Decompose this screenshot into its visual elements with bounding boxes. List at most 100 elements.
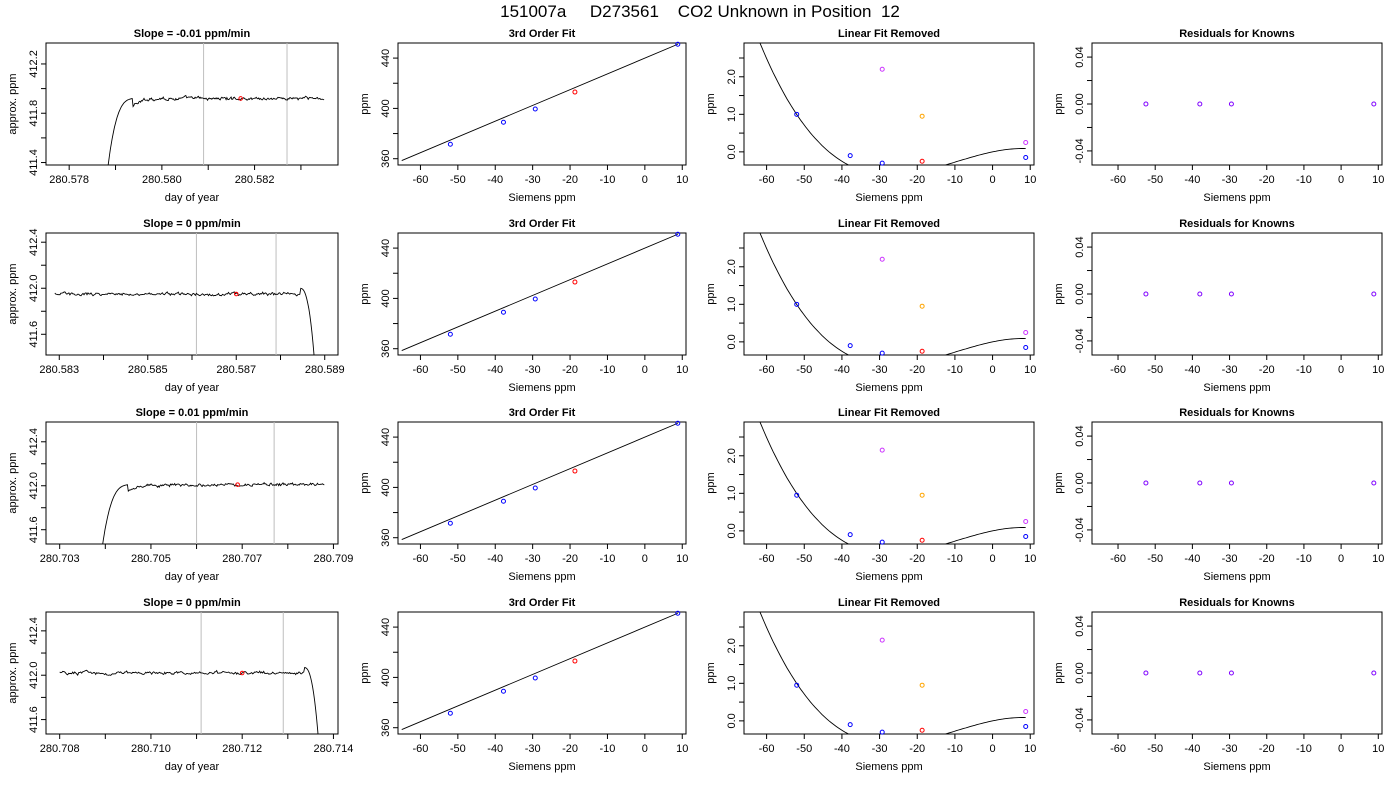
x-axis-label: Siemens ppm — [1203, 382, 1270, 394]
y-tick-label: 400 — [380, 99, 392, 117]
x-tick-label: -40 — [487, 743, 503, 755]
y-tick-label: 0.00 — [1074, 283, 1086, 304]
y-axis-label: ppm — [359, 93, 371, 114]
x-axis-label: Siemens ppm — [855, 382, 922, 394]
data-point — [1143, 291, 1149, 297]
plot-frame — [743, 611, 1035, 735]
plot-frame — [743, 232, 1035, 356]
x-tick-label: -10 — [1296, 553, 1312, 565]
x-tick-label: -50 — [796, 743, 812, 755]
y-axis-label: ppm — [359, 283, 371, 304]
panel-title: 3rd Order Fit — [509, 28, 576, 40]
x-tick-label: -20 — [909, 553, 925, 565]
x-tick-label: -10 — [1296, 174, 1312, 186]
x-tick-label: -10 — [947, 743, 963, 755]
data-point — [1228, 480, 1234, 486]
data-point — [675, 231, 681, 237]
data-point — [1371, 670, 1377, 676]
plot-frame — [397, 421, 687, 545]
ppm-trace-line — [54, 287, 315, 355]
y-tick-label: 412.0 — [28, 274, 40, 302]
x-tick-label: 10 — [1024, 743, 1036, 755]
y-tick-label: 412.4 — [28, 228, 40, 256]
x-tick-label: -30 — [525, 364, 541, 376]
y-tick-label: 412.2 — [28, 50, 40, 78]
plot-area — [59, 612, 319, 734]
x-tick-label: -10 — [600, 364, 616, 376]
data-point — [847, 532, 853, 538]
x-tick-label: 280.714 — [314, 743, 354, 755]
data-point — [919, 158, 925, 164]
y-tick-label: -0.04 — [1074, 517, 1086, 542]
data-point — [1023, 344, 1029, 350]
y-tick-label: 0.04 — [1074, 236, 1086, 257]
x-tick-label: -20 — [1259, 553, 1275, 565]
fit-line — [401, 43, 678, 162]
x-axis-label: Siemens ppm — [1203, 571, 1270, 583]
data-point — [879, 729, 885, 735]
y-tick-label: 2.0 — [726, 259, 738, 274]
x-tick-label: -10 — [600, 174, 616, 186]
data-point — [847, 153, 853, 159]
fit-line — [401, 612, 678, 731]
y-axis-label: approx. ppm — [7, 642, 19, 703]
data-point — [1228, 101, 1234, 107]
y-tick-label: 0.0 — [726, 144, 738, 159]
x-tick-label: -30 — [525, 743, 541, 755]
x-tick-label: 280.589 — [305, 364, 345, 376]
x-tick-label: 10 — [676, 364, 688, 376]
y-tick-label: 0.0 — [726, 334, 738, 349]
y-tick-label: 0.0 — [726, 523, 738, 538]
x-tick-label: -40 — [834, 174, 850, 186]
plot-frame — [1091, 611, 1383, 735]
data-point — [919, 727, 925, 733]
data-point — [532, 296, 538, 302]
panel-title: Linear Fit Removed — [838, 597, 940, 609]
plot-frame — [45, 421, 339, 545]
y-tick-label: 0.04 — [1074, 425, 1086, 446]
x-tick-label: -30 — [1222, 553, 1238, 565]
data-point — [1197, 101, 1203, 107]
data-point — [919, 537, 925, 543]
x-tick-label: -20 — [562, 553, 578, 565]
plot-area — [102, 422, 325, 544]
x-tick-label: 280.709 — [314, 553, 354, 565]
data-point — [879, 447, 885, 453]
x-tick-label: -10 — [947, 364, 963, 376]
data-point — [919, 492, 925, 498]
y-tick-label: 0.00 — [1074, 93, 1086, 114]
x-tick-label: -40 — [834, 553, 850, 565]
x-tick-label: -60 — [759, 174, 775, 186]
x-axis-label: Siemens ppm — [508, 382, 575, 394]
x-tick-label: -40 — [834, 743, 850, 755]
y-tick-label: 411.6 — [28, 706, 40, 733]
data-point — [500, 498, 506, 504]
data-point — [847, 343, 853, 349]
x-tick-label: 10 — [676, 553, 688, 565]
x-tick-label: 10 — [1024, 553, 1036, 565]
x-tick-label: -60 — [759, 364, 775, 376]
data-point — [447, 520, 453, 526]
panel-title: Linear Fit Removed — [838, 407, 940, 419]
y-tick-label: 400 — [380, 478, 392, 496]
plot-area — [759, 43, 1026, 165]
x-tick-label: 10 — [1372, 364, 1384, 376]
data-point — [1023, 723, 1029, 729]
x-tick-label: -30 — [872, 174, 888, 186]
plot-frame — [397, 42, 687, 166]
sample-marker-point — [233, 291, 239, 297]
y-tick-label: 2.0 — [726, 69, 738, 84]
panel-title: Slope = 0.01 ppm/min — [136, 407, 249, 419]
plot-area — [401, 612, 678, 731]
data-point — [447, 141, 453, 147]
x-tick-label: -10 — [600, 743, 616, 755]
panel-known-row2: Residuals for Knowns Siemens ppm ppm -60 -50… — [1053, 218, 1384, 394]
panel-title: Residuals for Knowns — [1179, 28, 1295, 40]
panel-trace-row1: Slope = -0.01 ppm/min day of year approx. … — [7, 28, 339, 204]
x-tick-label: -10 — [947, 553, 963, 565]
data-point — [447, 710, 453, 716]
y-axis-label: ppm — [359, 662, 371, 683]
x-tick-label: -30 — [872, 364, 888, 376]
x-tick-label: -60 — [412, 364, 428, 376]
x-axis-label: Siemens ppm — [1203, 761, 1270, 773]
